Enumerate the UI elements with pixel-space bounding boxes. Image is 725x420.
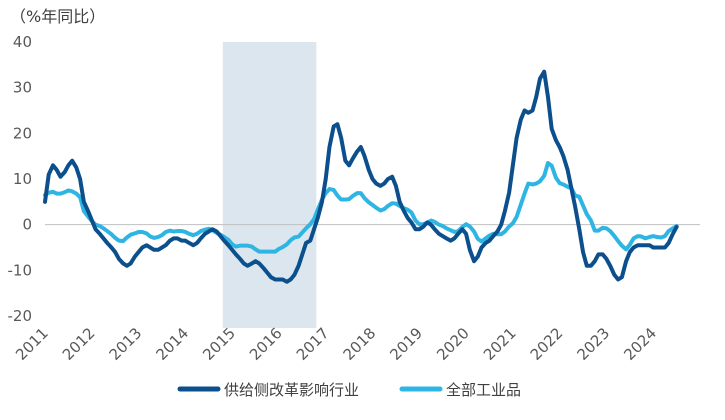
legend-label-supply-side: 供给侧改革影响行业 [224, 381, 359, 399]
y-axis: -20 -10 0 10 20 30 40 [8, 33, 33, 325]
x-tick-label: 2018 [340, 324, 380, 364]
y-tick-label: 10 [13, 170, 32, 188]
y-tick-label: 40 [13, 33, 32, 51]
x-tick-label: 2022 [527, 324, 567, 364]
legend-label-all-industrial: 全部工业品 [446, 381, 521, 399]
x-tick-label: 2024 [620, 324, 660, 364]
y-tick-label: 20 [13, 124, 32, 142]
x-tick-label: 2019 [386, 324, 426, 364]
x-tick-label: 2012 [59, 324, 99, 364]
x-tick-label: 2014 [152, 324, 192, 364]
x-axis: 2011 2012 2013 2014 2015 2016 2017 2018 2019 2020… [12, 324, 660, 364]
y-tick-label: -20 [8, 307, 33, 325]
x-tick-label: 2013 [106, 324, 146, 364]
series-layer [43, 69, 679, 284]
x-tick-label: 2016 [246, 324, 286, 364]
highlight-band-layer [222, 42, 317, 328]
x-tick-label: 2020 [433, 324, 473, 364]
x-tick-label: 2015 [199, 324, 239, 364]
x-tick-label: 2011 [12, 324, 52, 364]
y-axis-unit-label: （%年同比） [10, 7, 105, 26]
x-tick-label: 2023 [574, 324, 614, 364]
y-tick-label: 30 [13, 79, 32, 97]
y-tick-label: 0 [22, 216, 32, 234]
highlight-band [222, 42, 317, 328]
x-tick-label: 2017 [293, 324, 333, 364]
x-tick-label: 2021 [480, 324, 520, 364]
series-line-supply-side [43, 69, 679, 284]
y-tick-label: -10 [8, 261, 33, 279]
legend: 供给侧改革影响行业 全部工业品 [177, 381, 521, 399]
